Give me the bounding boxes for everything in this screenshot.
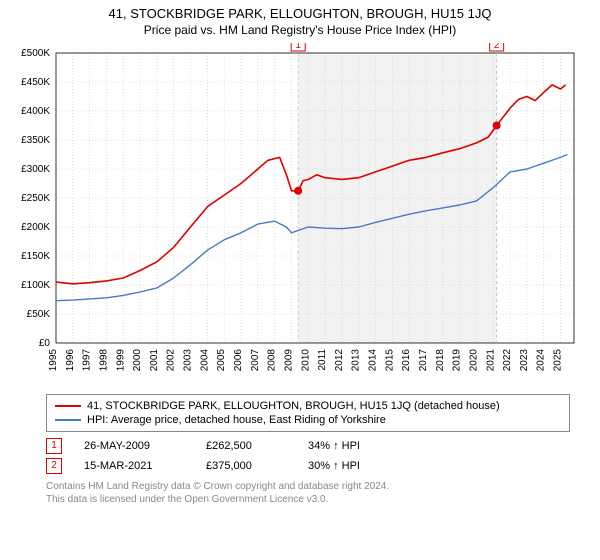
sale-delta: 34% ↑ HPI — [308, 440, 388, 452]
svg-text:2013: 2013 — [351, 349, 362, 372]
svg-text:2006: 2006 — [233, 349, 244, 372]
line-chart-svg: £0 £50K £100K £150K £200K £250K £300K £350K £400… — [10, 43, 590, 383]
sale-marker-icon: 1 — [46, 438, 62, 454]
legend-swatch-property — [55, 405, 81, 407]
legend-row: HPI: Average price, detached house, East… — [55, 413, 561, 427]
legend-swatch-hpi — [55, 419, 81, 421]
sale-marker-icon: 2 — [46, 458, 62, 474]
footer-line: This data is licensed under the Open Gov… — [46, 493, 570, 506]
svg-text:£200K: £200K — [21, 222, 50, 233]
svg-text:2007: 2007 — [250, 349, 261, 372]
svg-text:£50K: £50K — [27, 309, 51, 320]
svg-text:2022: 2022 — [502, 349, 513, 372]
sale-row: 2 15-MAR-2021 £375,000 30% ↑ HPI — [46, 456, 570, 476]
chart-container: 41, STOCKBRIDGE PARK, ELLOUGHTON, BROUGH… — [0, 0, 600, 560]
legend: 41, STOCKBRIDGE PARK, ELLOUGHTON, BROUGH… — [46, 394, 570, 432]
svg-text:2009: 2009 — [283, 349, 294, 372]
svg-text:2014: 2014 — [368, 349, 379, 372]
svg-text:1995: 1995 — [48, 349, 59, 372]
svg-text:£250K: £250K — [21, 193, 50, 204]
svg-text:2001: 2001 — [149, 349, 160, 372]
svg-text:2025: 2025 — [553, 349, 564, 372]
svg-text:2019: 2019 — [452, 349, 463, 372]
sale-date: 26-MAY-2009 — [84, 440, 184, 452]
svg-text:2005: 2005 — [216, 349, 227, 372]
svg-text:2002: 2002 — [166, 349, 177, 372]
svg-text:2003: 2003 — [183, 349, 194, 372]
legend-label: HPI: Average price, detached house, East… — [87, 414, 386, 426]
footer-line: Contains HM Land Registry data © Crown c… — [46, 480, 570, 493]
svg-text:2017: 2017 — [418, 349, 429, 372]
sales-table: 1 26-MAY-2009 £262,500 34% ↑ HPI 2 15-MA… — [46, 436, 570, 476]
sale-row: 1 26-MAY-2009 £262,500 34% ↑ HPI — [46, 436, 570, 456]
chart-area: £0 £50K £100K £150K £200K £250K £300K £350K £400… — [10, 43, 590, 388]
svg-text:2004: 2004 — [199, 349, 210, 372]
svg-text:£400K: £400K — [21, 106, 50, 117]
sale-delta: 30% ↑ HPI — [308, 460, 388, 472]
svg-text:2012: 2012 — [334, 349, 345, 372]
svg-text:2024: 2024 — [536, 349, 547, 372]
svg-text:2000: 2000 — [132, 349, 143, 372]
svg-text:£150K: £150K — [21, 251, 50, 262]
svg-text:2015: 2015 — [384, 349, 395, 372]
svg-text:£450K: £450K — [21, 77, 50, 88]
svg-text:1999: 1999 — [115, 349, 126, 372]
svg-text:£0: £0 — [39, 338, 51, 349]
sale-price: £262,500 — [206, 440, 286, 452]
svg-text:2011: 2011 — [317, 349, 328, 371]
svg-text:1997: 1997 — [82, 349, 93, 372]
footer: Contains HM Land Registry data © Crown c… — [46, 480, 570, 506]
legend-row: 41, STOCKBRIDGE PARK, ELLOUGHTON, BROUGH… — [55, 399, 561, 413]
chart-subtitle: Price paid vs. HM Land Registry's House … — [0, 23, 600, 37]
svg-text:2018: 2018 — [435, 349, 446, 372]
svg-text:2008: 2008 — [267, 349, 278, 372]
svg-text:£350K: £350K — [21, 135, 50, 146]
svg-text:2: 2 — [494, 43, 500, 51]
title-block: 41, STOCKBRIDGE PARK, ELLOUGHTON, BROUGH… — [0, 0, 600, 39]
svg-text:2023: 2023 — [519, 349, 530, 372]
svg-text:1996: 1996 — [65, 349, 76, 372]
svg-text:£100K: £100K — [21, 280, 50, 291]
sale-date: 15-MAR-2021 — [84, 460, 184, 472]
svg-text:1998: 1998 — [98, 349, 109, 372]
svg-text:£300K: £300K — [21, 164, 50, 175]
svg-text:£500K: £500K — [21, 48, 50, 59]
svg-text:2016: 2016 — [401, 349, 412, 372]
svg-text:2020: 2020 — [468, 349, 479, 372]
legend-label: 41, STOCKBRIDGE PARK, ELLOUGHTON, BROUGH… — [87, 400, 500, 412]
svg-text:2021: 2021 — [485, 349, 496, 372]
sale-price: £375,000 — [206, 460, 286, 472]
svg-text:1: 1 — [295, 43, 301, 51]
svg-text:2010: 2010 — [300, 349, 311, 372]
chart-title: 41, STOCKBRIDGE PARK, ELLOUGHTON, BROUGH… — [0, 6, 600, 21]
